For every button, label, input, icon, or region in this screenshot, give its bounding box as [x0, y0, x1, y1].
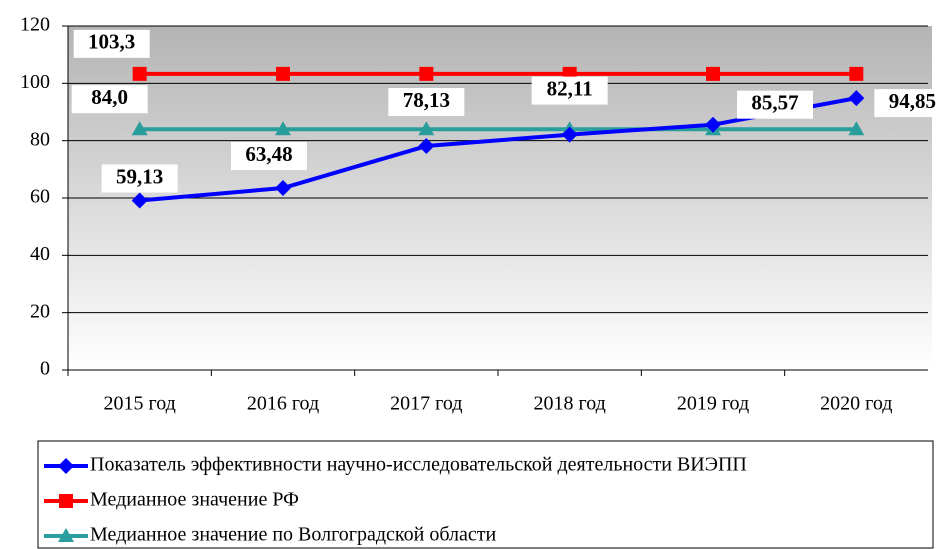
value-label-bg: [101, 164, 178, 193]
value-label: 78,13: [403, 88, 450, 112]
point: [275, 180, 291, 197]
value-label-bg: [737, 90, 813, 119]
value-label: 84,0: [91, 85, 128, 109]
y-tick-label: 120: [20, 14, 50, 36]
point: [705, 116, 721, 133]
point: [131, 121, 148, 136]
y-tick-label: 60: [30, 186, 50, 208]
point: [418, 138, 435, 155]
point: [276, 66, 290, 81]
point: [275, 121, 291, 136]
value-label-bg: [71, 85, 148, 114]
x-tick-label: 2018 год: [534, 393, 606, 415]
value-label-bg: [388, 88, 465, 117]
value-label: 59,13: [116, 164, 163, 188]
legend-label: Медианное значение РФ: [90, 489, 299, 511]
point: [848, 121, 865, 136]
y-tick-label: 40: [30, 243, 50, 265]
value-label-bg: [73, 29, 150, 58]
value-label-bg: [531, 76, 608, 105]
value-label-bg: [874, 89, 944, 118]
legend-marker: [59, 494, 73, 508]
y-tick-label: 0: [40, 358, 50, 380]
point: [848, 90, 865, 107]
legend-label: Показатель эффективности научно-исследов…: [90, 454, 747, 476]
point: [419, 66, 434, 81]
point: [849, 66, 864, 81]
value-label: 85,57: [751, 91, 798, 115]
series-line: [139, 96, 857, 203]
x-tick-label: 2015 год: [104, 393, 176, 415]
x-tick-label: 2019 год: [677, 393, 749, 415]
x-tick-label: 2016 год: [247, 393, 319, 415]
legend-label: Медианное значение по Волгоградской обла…: [90, 524, 496, 546]
value-label-bg: [231, 142, 307, 171]
legend-marker: [58, 458, 74, 474]
point: [131, 192, 148, 209]
point: [132, 66, 147, 81]
x-tick-label: 2020 год: [820, 393, 892, 415]
y-tick-label: 80: [30, 128, 50, 150]
point: [561, 126, 578, 143]
legend-marker: [58, 528, 74, 542]
value-label: 82,11: [547, 76, 593, 100]
x-tick-label: 2017 год: [390, 393, 462, 415]
point: [418, 121, 435, 136]
value-label: 103,3: [88, 30, 135, 54]
value-label: 94,85: [889, 89, 936, 113]
y-tick-label: 20: [30, 300, 50, 322]
legend-box: [37, 440, 934, 549]
point: [706, 66, 720, 81]
value-label: 63,48: [245, 142, 292, 166]
y-tick-label: 100: [20, 71, 50, 93]
